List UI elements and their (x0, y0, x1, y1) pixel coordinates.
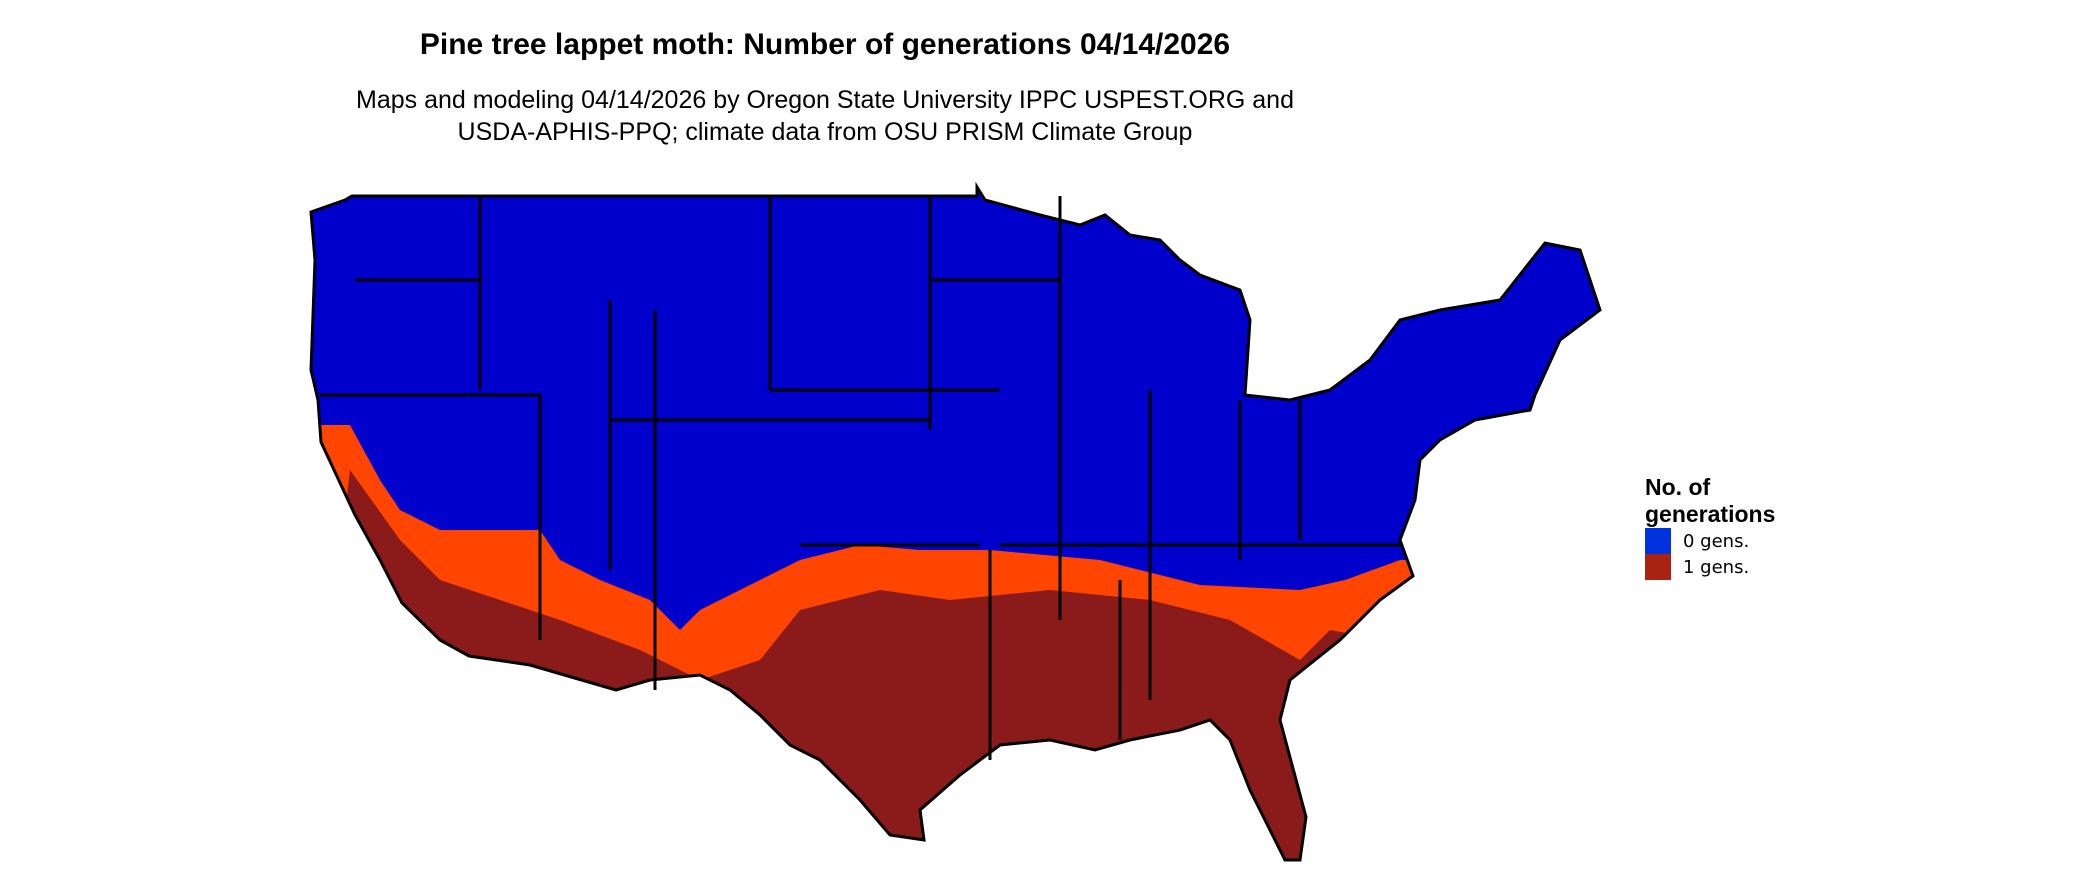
map-subtitle-line2: USDA-APHIS-PPQ; climate data from OSU PR… (457, 118, 1193, 146)
legend-item-0: 0 gens. (1645, 528, 1845, 554)
legend-swatch-1-gen (1645, 554, 1671, 580)
legend-swatch-0-gens (1645, 528, 1671, 554)
legend-item-1: 1 gens. (1645, 554, 1845, 580)
legend-label: 0 gens. (1683, 530, 1750, 552)
legend-label: 1 gens. (1683, 556, 1750, 578)
state-borders (320, 196, 1400, 760)
legend: No. of generations 0 gens. 1 gens. (1645, 474, 1845, 580)
map-title: Pine tree lappet moth: Number of generat… (419, 28, 1231, 61)
us-outline (309, 181, 1602, 862)
legend-title: No. of generations (1645, 474, 1776, 527)
map-subtitle-line1: Maps and modeling 04/14/2026 by Oregon S… (356, 86, 1294, 114)
